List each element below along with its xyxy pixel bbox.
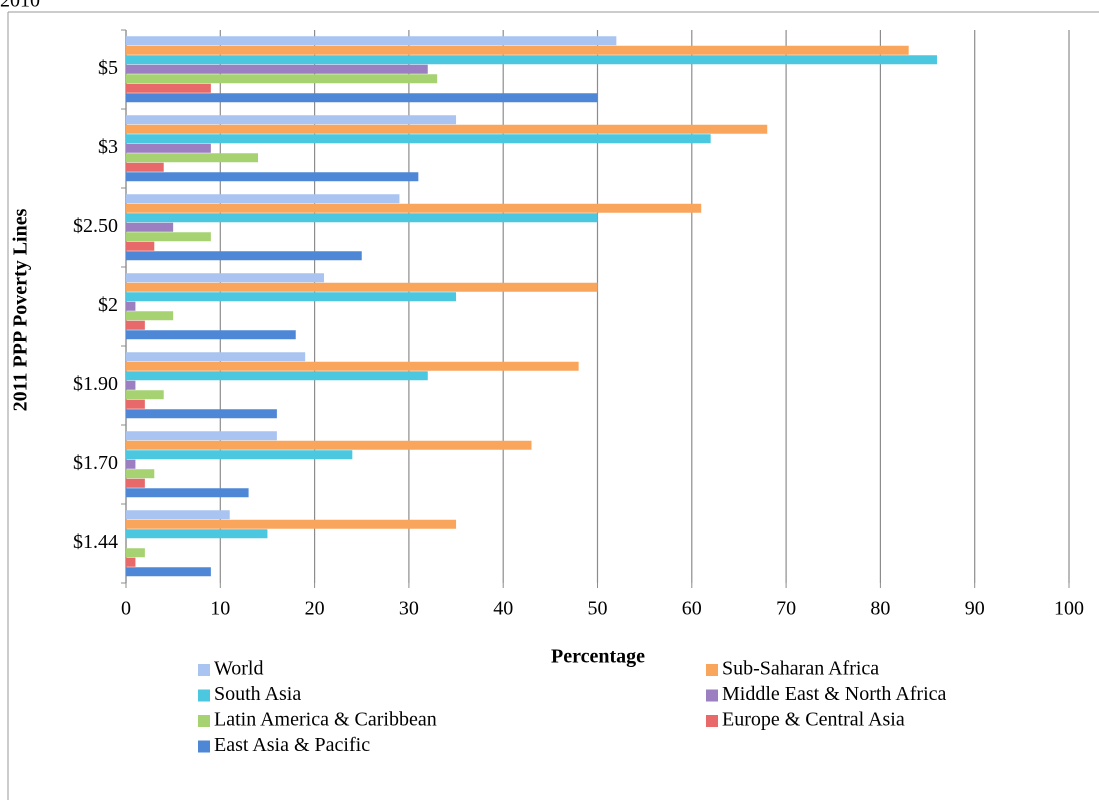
bar xyxy=(126,330,296,340)
bar xyxy=(126,450,353,460)
bar xyxy=(126,93,598,103)
bar xyxy=(126,55,937,65)
y-axis-label: 2011 PPP Poverty Lines xyxy=(10,208,32,411)
bar xyxy=(126,567,211,577)
legend-label: South Asia xyxy=(214,683,301,705)
bar xyxy=(126,115,457,125)
bar xyxy=(126,380,136,390)
x-tick-label: 100 xyxy=(1054,598,1084,620)
bar xyxy=(126,390,164,400)
x-tick-label: 40 xyxy=(493,598,513,620)
x-tick-label: 80 xyxy=(870,598,890,620)
legend-swatch xyxy=(198,664,210,676)
bar xyxy=(126,194,400,204)
legend-swatch xyxy=(198,740,210,753)
y-tick-label: $1.90 xyxy=(73,373,118,395)
bar xyxy=(126,557,136,567)
legend-swatch xyxy=(198,715,210,727)
bar xyxy=(126,352,306,362)
bar xyxy=(126,36,617,46)
bar xyxy=(126,488,249,498)
x-tick-label: 70 xyxy=(776,598,796,620)
legend-label: Europe & Central Asia xyxy=(722,709,905,731)
y-tick-label: $2 xyxy=(98,294,118,316)
bar xyxy=(126,134,711,144)
legend-label: East Asia & Pacific xyxy=(214,734,370,756)
bar xyxy=(126,519,457,529)
bar xyxy=(126,478,145,488)
legend-swatch xyxy=(706,689,718,702)
x-tick-label: 60 xyxy=(682,598,702,620)
legend-label: Sub-Saharan Africa xyxy=(722,658,879,680)
bar xyxy=(126,311,174,321)
bar xyxy=(126,371,428,381)
bar xyxy=(126,529,268,539)
bar xyxy=(126,172,419,182)
bar xyxy=(126,431,277,441)
bar xyxy=(126,320,145,330)
bar xyxy=(126,203,702,213)
x-axis-label: Percentage xyxy=(551,646,645,668)
bar xyxy=(126,241,155,251)
bar xyxy=(126,143,211,153)
bar xyxy=(126,469,155,479)
legend-swatch xyxy=(706,715,718,727)
bar xyxy=(126,440,532,450)
y-tick-label: $1.44 xyxy=(73,531,118,553)
bar xyxy=(126,409,277,419)
bar xyxy=(126,222,174,232)
bar xyxy=(126,124,768,134)
bar xyxy=(126,64,428,74)
x-tick-label: 50 xyxy=(588,598,608,620)
annotation: 2010 xyxy=(0,0,40,12)
x-tick-label: 30 xyxy=(399,598,419,620)
bar xyxy=(126,74,438,84)
y-tick-label: $1.70 xyxy=(73,452,118,474)
bar xyxy=(126,83,211,93)
legend-swatch xyxy=(198,689,210,702)
bar xyxy=(126,213,598,223)
bar xyxy=(126,232,211,242)
y-tick-label: $5 xyxy=(98,57,118,79)
bar xyxy=(126,251,362,261)
x-tick-label: 0 xyxy=(121,598,131,620)
legend-label: Latin America & Caribbean xyxy=(214,709,437,731)
x-tick-label: 90 xyxy=(965,598,985,620)
bar xyxy=(126,292,457,302)
bar xyxy=(126,282,598,292)
legend-label: Middle East & North Africa xyxy=(722,683,947,705)
x-tick-label: 10 xyxy=(210,598,230,620)
bar xyxy=(126,45,909,55)
bar xyxy=(126,273,325,283)
bar xyxy=(126,510,230,520)
bar xyxy=(126,301,136,311)
x-tick-label: 20 xyxy=(305,598,325,620)
bar xyxy=(126,399,145,409)
bar xyxy=(126,548,145,558)
bar xyxy=(126,153,259,163)
legend-label: World xyxy=(214,658,264,680)
bar xyxy=(126,459,136,469)
y-tick-label: $2.50 xyxy=(73,215,118,237)
y-tick-label: $3 xyxy=(98,136,118,158)
bar xyxy=(126,361,579,371)
bar xyxy=(126,162,164,172)
legend-swatch xyxy=(706,664,718,676)
